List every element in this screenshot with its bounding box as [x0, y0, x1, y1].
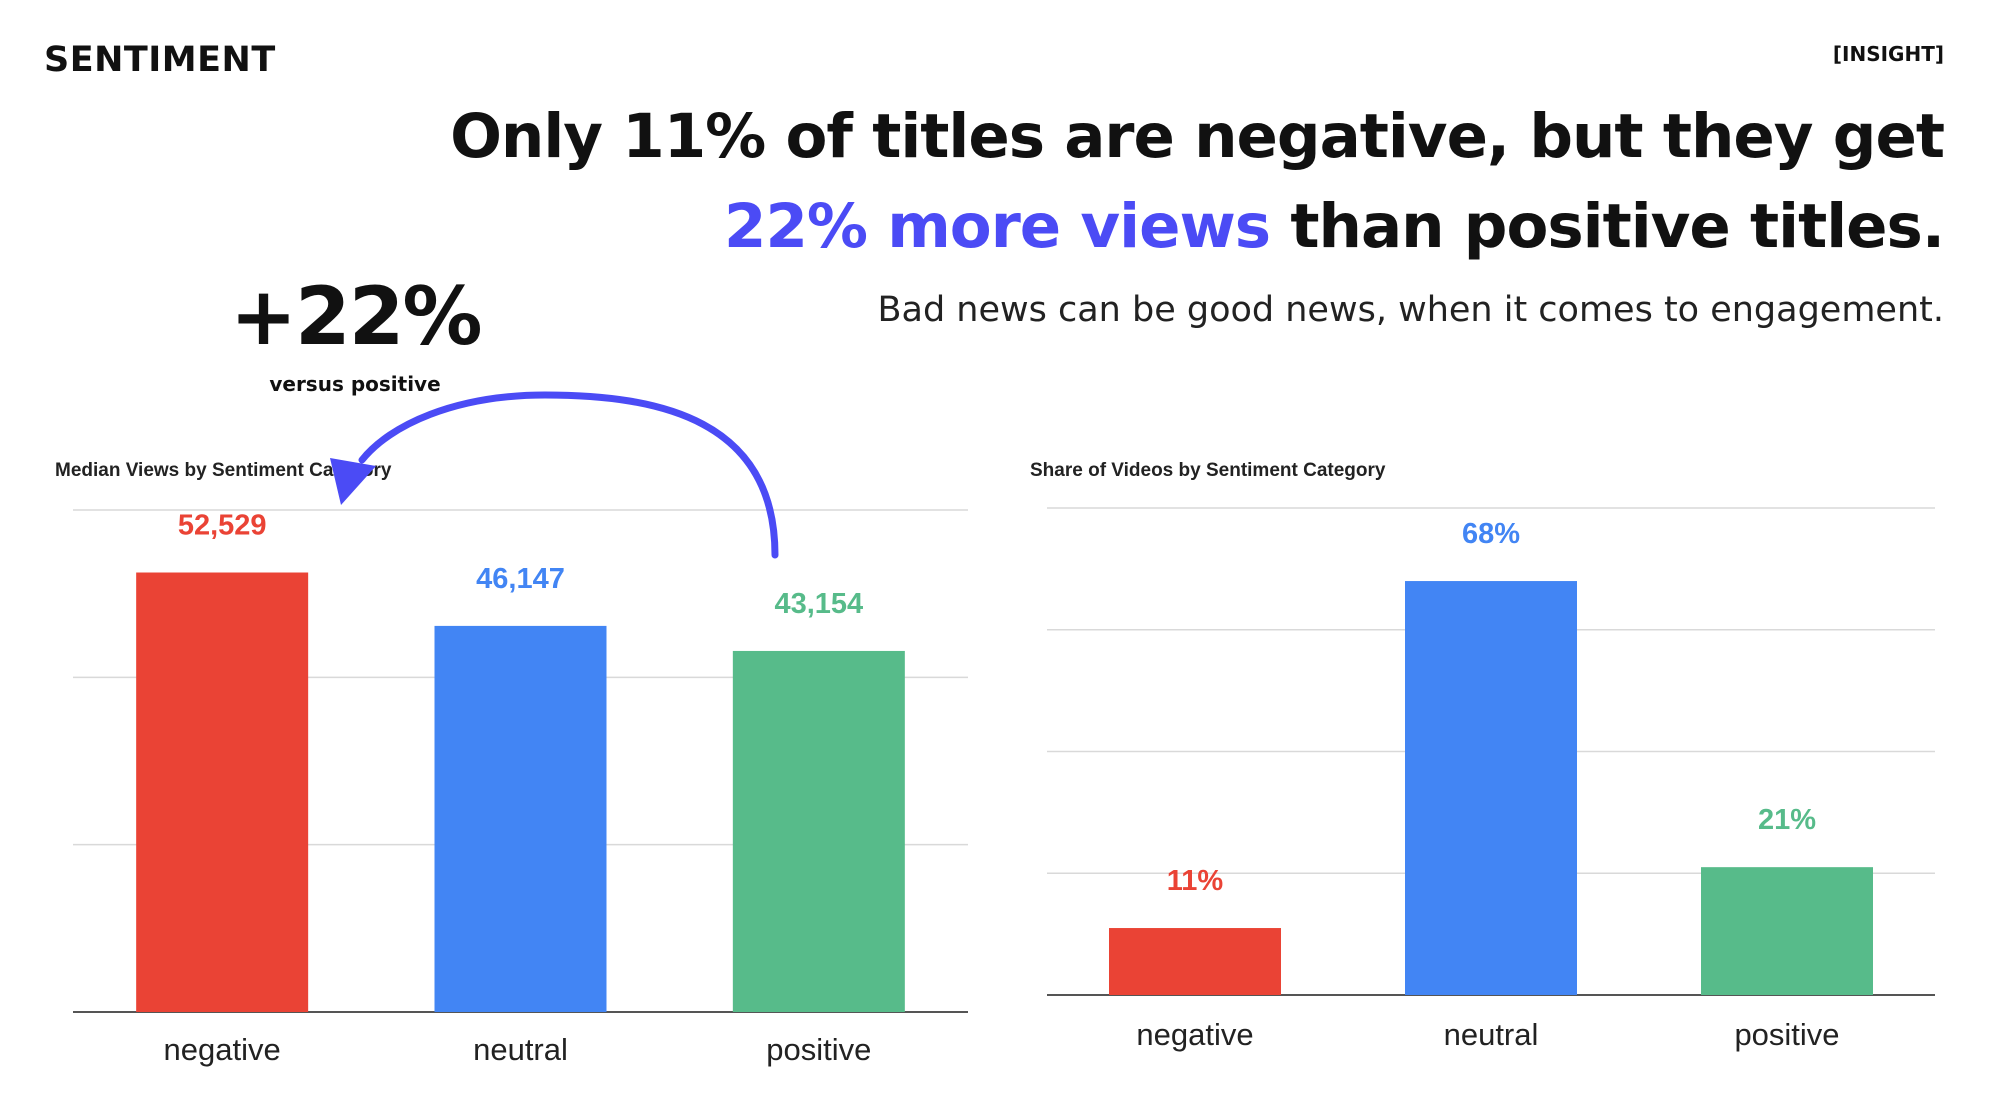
median-views-x-tick-negative: negative: [164, 1032, 281, 1067]
chart-title-share-of-videos: Share of Videos by Sentiment Category: [1030, 460, 1386, 481]
callout-caption: versus positive: [269, 372, 441, 396]
headline-accent: 22% more views: [724, 191, 1271, 262]
headline-part-2: than positive titles.: [1270, 191, 1945, 262]
share-of-videos-x-tick-positive: positive: [1734, 1017, 1839, 1052]
median-views-x-tick-neutral: neutral: [473, 1032, 568, 1067]
share-of-videos-bar-negative: [1109, 928, 1281, 995]
share-of-videos-x-tick-negative: negative: [1136, 1017, 1253, 1052]
share-of-videos-value-label-positive: 21%: [1758, 804, 1816, 836]
share-of-videos-x-tick-neutral: neutral: [1444, 1017, 1539, 1052]
median-views-value-label-negative: 52,529: [178, 510, 267, 542]
median-views-chart: 52,529 negative 46,147 neutral 43,154 positiv…: [73, 509, 968, 1067]
share-of-videos-bar-positive: [1701, 867, 1873, 995]
share-of-videos-value-label-neutral: 68%: [1462, 518, 1520, 550]
section-label: SENTIMENT: [44, 40, 276, 80]
headline: Only 11% of titles are negative, but the…: [444, 92, 1945, 272]
share-of-videos-bar-neutral: [1405, 581, 1577, 995]
headline-part-1: Only 11% of titles are negative, but the…: [450, 101, 1945, 172]
median-views-value-label-neutral: 46,147: [476, 563, 565, 595]
subhead: Bad news can be good news, when it comes…: [877, 290, 1944, 330]
share-of-videos-chart: 11% negative 68% neutral 21% positive: [1047, 507, 1935, 1052]
median-views-bar-neutral: [434, 625, 607, 1012]
share-of-videos-value-label-negative: 11%: [1167, 865, 1224, 897]
median-views-bar-positive: [732, 650, 905, 1012]
insight-tag: [INSIGHT]: [1832, 42, 1944, 66]
median-views-value-label-positive: 43,154: [774, 588, 863, 620]
callout-value: +22%: [230, 270, 483, 363]
median-views-x-tick-positive: positive: [766, 1032, 871, 1067]
median-views-bar-negative: [136, 572, 309, 1012]
chart-title-median-views: Median Views by Sentiment Category: [55, 460, 392, 481]
